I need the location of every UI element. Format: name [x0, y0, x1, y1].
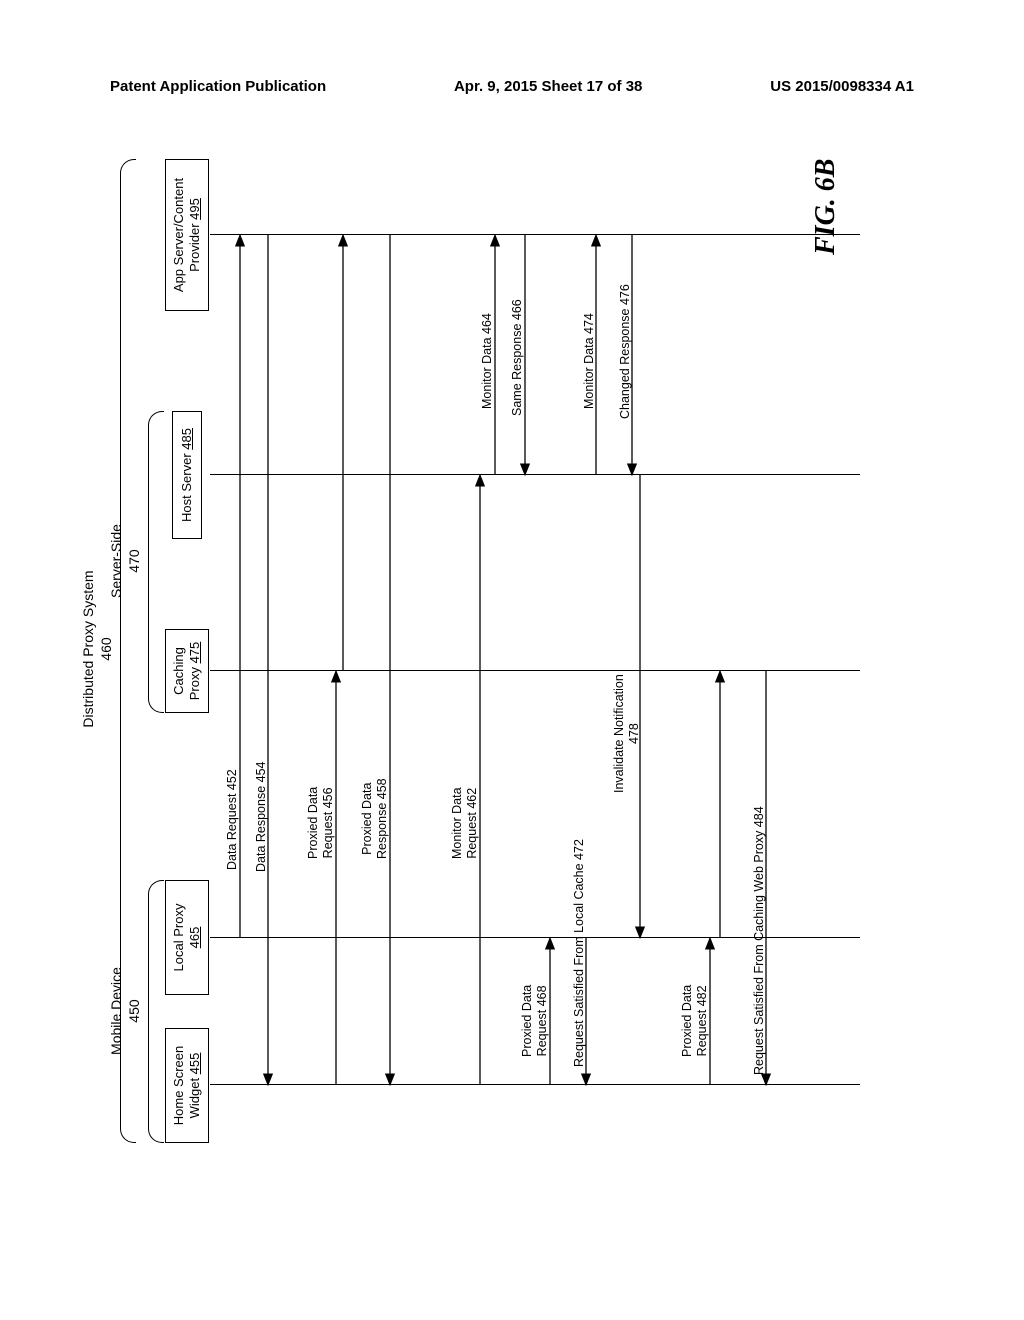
header-center: Apr. 9, 2015 Sheet 17 of 38	[454, 78, 642, 95]
page-header: Patent Application Publication Apr. 9, 2…	[0, 78, 1024, 95]
msg-monitor-req-462: Monitor Data Request 462	[450, 787, 480, 859]
arrows-layer	[80, 125, 860, 1155]
header-left: Patent Application Publication	[110, 78, 326, 95]
msg-changed-resp-476: Changed Response 476	[618, 284, 633, 419]
msg-invalidate-478: Invalidate Notification 478	[612, 674, 642, 793]
msg-same-resp-466: Same Response 466	[510, 299, 525, 416]
sequence-diagram: Distributed Proxy System 460 Mobile Devi…	[80, 125, 860, 1155]
msg-data-request: Data Request 452	[225, 769, 240, 870]
msg-proxied-req-468: Proxied Data Request 468	[520, 985, 550, 1057]
msg-proxied-resp-458: Proxied Data Response 458	[360, 778, 390, 859]
msg-req-satisfied-472: Request Satisfied From Local Cache 472	[572, 839, 587, 1067]
msg-proxied-req-482: Proxied Data Request 482	[680, 985, 710, 1057]
figure-label: FIG. 6B	[810, 159, 842, 255]
msg-req-satisfied-484: Request Satisfied From Caching Web Proxy…	[752, 806, 767, 1075]
msg-monitor-data-474: Monitor Data 474	[582, 313, 597, 409]
msg-monitor-data-464: Monitor Data 464	[480, 313, 495, 409]
header-right: US 2015/0098334 A1	[770, 78, 914, 95]
diagram-rotated-container: Distributed Proxy System 460 Mobile Devi…	[80, 125, 860, 1155]
msg-data-response: Data Response 454	[254, 762, 269, 873]
msg-proxied-req-456: Proxied Data Request 456	[306, 787, 336, 859]
